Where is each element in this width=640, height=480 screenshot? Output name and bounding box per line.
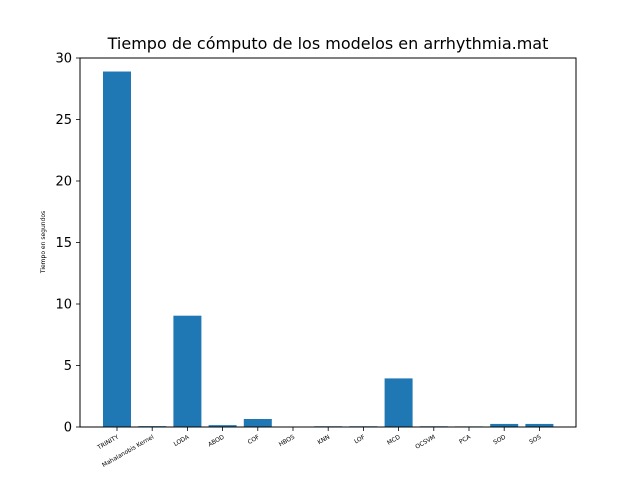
bar: [384, 378, 413, 427]
x-tick-label: KNN: [317, 434, 332, 447]
x-tick-label: COF: [247, 433, 262, 446]
chart-title: Tiempo de cómputo de los modelos en arrh…: [107, 34, 549, 53]
y-tick-label: 10: [55, 298, 72, 313]
x-tick-label: HBOS: [278, 434, 296, 449]
x-tick-label: SOS: [528, 434, 542, 446]
x-tick-label: OCSVM: [414, 434, 437, 451]
y-axis: 0 5 10 15 20 25 30: [55, 52, 80, 436]
plot-frame: [79, 57, 577, 428]
x-tick-label: TRINITY: [96, 434, 121, 452]
x-tick-label: ABOD: [207, 433, 226, 448]
y-tick-label: 30: [55, 52, 72, 67]
x-tick-label: MCD: [386, 433, 402, 446]
bar: [208, 425, 237, 427]
y-tick-label: 0: [64, 421, 72, 436]
y-tick-label: 25: [55, 113, 72, 128]
x-tick-label: PCA: [458, 433, 473, 445]
y-tick-label: 20: [55, 175, 72, 190]
bar: [525, 423, 554, 427]
bar: [173, 315, 202, 427]
x-tick-label: LODA: [173, 433, 192, 448]
y-axis-label: Tiempo en segundos: [40, 211, 47, 274]
bar: [490, 423, 519, 427]
bars-group: [103, 71, 554, 427]
y-tick-label: 5: [64, 359, 72, 374]
x-tick-label: LOF: [353, 433, 367, 445]
x-tick-label: SOD: [492, 433, 507, 446]
bar: [103, 71, 131, 427]
y-tick-label: 15: [55, 236, 72, 251]
bar: [243, 419, 272, 427]
